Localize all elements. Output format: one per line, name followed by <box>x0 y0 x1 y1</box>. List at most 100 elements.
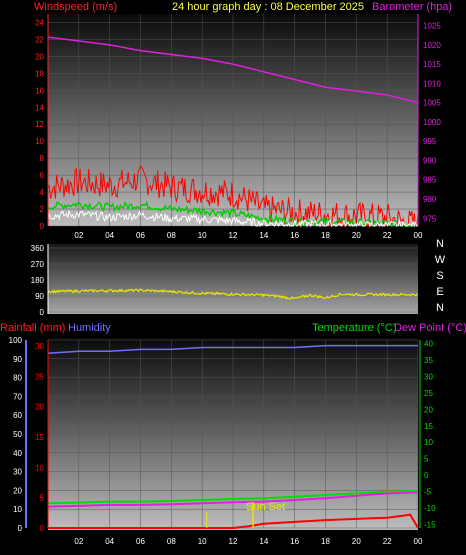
x-tick-label: 20 <box>352 537 361 546</box>
rainfall-tick-label: 30 <box>35 342 44 351</box>
x-tick-label: 12 <box>229 231 238 240</box>
compass-label: W <box>435 254 446 266</box>
temperature-tick-label: 20 <box>424 405 433 414</box>
humidity-axis-title: Humidity <box>68 322 111 334</box>
series-gust-line <box>47 164 419 228</box>
x-tick-label: 20 <box>352 231 361 240</box>
barometer-tick-label: 985 <box>423 176 437 185</box>
barometer-tick-label: 975 <box>423 214 437 223</box>
windspeed-axis-title: Windspeed (m/s) <box>34 1 117 13</box>
x-tick-label: 06 <box>136 231 145 240</box>
x-tick-label: 04 <box>105 537 114 546</box>
temperature-tick-label: 10 <box>424 438 433 447</box>
direction-tick-label: 270 <box>31 260 45 269</box>
wind-tick-label: 14 <box>35 103 44 112</box>
x-tick-label: 06 <box>136 537 145 546</box>
wind-tick-label: 0 <box>40 222 45 231</box>
humidity-tick-label: 60 <box>13 411 22 420</box>
compass-label: N <box>436 238 444 250</box>
x-tick-label: 02 <box>74 537 83 546</box>
series-low-line <box>47 209 418 228</box>
wind-tick-label: 6 <box>40 171 45 180</box>
direction-tick-label: 0 <box>40 308 45 317</box>
x-tick-label: 02 <box>74 231 83 240</box>
barometer-tick-label: 1020 <box>423 41 441 50</box>
barometer-tick-label: 990 <box>423 156 437 165</box>
temperature-tick-label: 15 <box>424 422 433 431</box>
barometer-axis-title: Barometer (hpa) <box>372 1 452 13</box>
x-tick-label: 18 <box>321 537 330 546</box>
dewpoint-axis-title: Dew Point (°C) <box>394 322 466 334</box>
compass-label: E <box>436 286 443 298</box>
wind-tick-label: 12 <box>35 120 44 129</box>
temperature-tick-label: -5 <box>424 488 432 497</box>
x-tick-label: 16 <box>290 537 299 546</box>
sunset-annotation: Sun Set <box>246 501 285 513</box>
temperature-tick-label: 35 <box>424 356 433 365</box>
x-tick-label: 08 <box>167 537 176 546</box>
temperature-tick-label: 40 <box>424 339 433 348</box>
barometer-tick-label: 1015 <box>423 60 441 69</box>
humidity-tick-label: 10 <box>13 505 22 514</box>
x-tick-label: 14 <box>259 231 268 240</box>
wind-tick-label: 4 <box>40 188 45 197</box>
humidity-tick-label: 90 <box>13 355 22 364</box>
humidity-tick-label: 50 <box>13 430 22 439</box>
compass-label: N <box>436 302 444 314</box>
x-tick-label: 18 <box>321 231 330 240</box>
x-tick-label: 08 <box>167 231 176 240</box>
temperature-tick-label: 30 <box>424 372 433 381</box>
wind-tick-label: 10 <box>35 137 44 146</box>
temperature-tick-label: 0 <box>424 471 429 480</box>
temperature-axis-title: Temperature (°C) <box>312 322 396 334</box>
rainfall-tick-label: 0 <box>40 524 45 533</box>
humidity-tick-label: 20 <box>13 486 22 495</box>
x-tick-label: 12 <box>229 537 238 546</box>
temperature-tick-label: 5 <box>424 455 429 464</box>
humidity-tick-label: 0 <box>18 524 23 533</box>
humidity-tick-label: 70 <box>13 392 22 401</box>
series-barometer-line <box>47 36 419 104</box>
wind-tick-label: 2 <box>40 205 45 214</box>
rainfall-axis-title: Rainfall (mm) <box>0 322 65 334</box>
temperature-tick-label: -15 <box>424 521 436 530</box>
humidity-tick-label: 40 <box>13 449 22 458</box>
barometer-tick-label: 995 <box>423 137 437 146</box>
direction-tick-label: 90 <box>35 292 44 301</box>
x-tick-label: 04 <box>105 231 114 240</box>
series-dewpoint-line <box>47 491 419 508</box>
barometer-tick-label: 1000 <box>423 118 441 127</box>
humidity-tick-label: 80 <box>13 374 22 383</box>
direction-tick-label: 180 <box>31 276 45 285</box>
x-tick-label: 14 <box>259 537 268 546</box>
x-tick-label: 10 <box>198 537 207 546</box>
series-rainfall-line <box>48 513 419 529</box>
humidity-tick-label: 100 <box>9 336 23 345</box>
chart-title: 24 hour graph day : 08 December 2025 <box>172 1 364 13</box>
series-temperature-line <box>47 489 419 505</box>
x-tick-label: 22 <box>383 231 392 240</box>
x-tick-label: 16 <box>290 231 299 240</box>
compass-label: S <box>436 270 443 282</box>
wind-tick-label: 18 <box>35 69 44 78</box>
series-humidity-line <box>47 344 418 354</box>
direction-panel-background <box>48 244 418 314</box>
wind-tick-label: 20 <box>35 52 44 61</box>
wind-tick-label: 8 <box>40 154 45 163</box>
barometer-tick-label: 1005 <box>423 99 441 108</box>
rainfall-tick-label: 20 <box>35 403 44 412</box>
temperature-tick-label: 25 <box>424 389 433 398</box>
rainfall-tick-label: 15 <box>35 433 44 442</box>
wind-tick-label: 16 <box>35 86 44 95</box>
humidity-tick-label: 30 <box>13 468 22 477</box>
direction-tick-label: 360 <box>31 244 45 253</box>
barometer-tick-label: 1025 <box>423 22 441 31</box>
series-direction-line <box>47 288 418 300</box>
rainfall-tick-label: 25 <box>35 372 44 381</box>
rainfall-tick-label: 5 <box>40 494 45 503</box>
rainfall-tick-label: 10 <box>35 463 44 472</box>
x-tick-label: 00 <box>414 231 423 240</box>
x-tick-label: 22 <box>383 537 392 546</box>
barometer-tick-label: 1010 <box>423 79 441 88</box>
